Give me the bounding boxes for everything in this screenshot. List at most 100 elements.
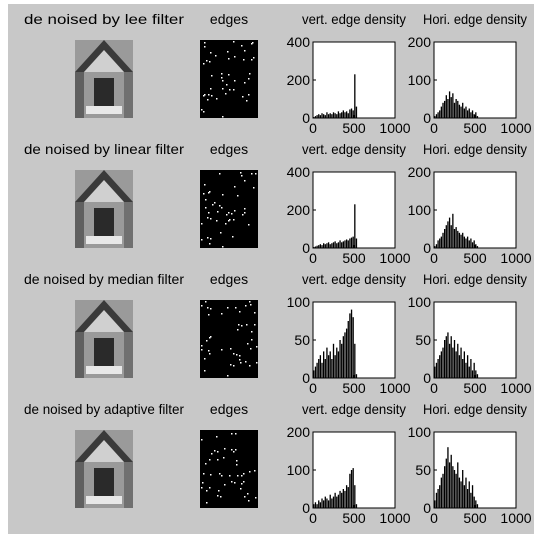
bar (444, 340, 445, 378)
edge-pixel (205, 301, 207, 303)
bar (326, 348, 327, 378)
bar (436, 114, 437, 118)
edge-pixel (207, 237, 209, 239)
edge-pixel (209, 459, 211, 461)
edge-pixel (240, 362, 242, 364)
edge-pixel (256, 346, 258, 348)
x-tick-label: 0 (309, 250, 317, 266)
bar (351, 470, 352, 508)
edges-title: edges (210, 271, 248, 287)
bar (454, 470, 455, 508)
image-tree-right (124, 462, 133, 508)
edge-pixel (228, 212, 230, 214)
bar (321, 113, 322, 118)
y-tick-label: 100 (287, 294, 311, 310)
bar (436, 493, 437, 508)
edge-pixel (201, 239, 203, 241)
edge-pixel (248, 224, 250, 226)
bar (336, 114, 337, 118)
bar (441, 107, 442, 118)
bar (441, 351, 442, 378)
bar (336, 243, 337, 248)
y-tick-label: 100 (287, 462, 311, 478)
bar (452, 93, 453, 118)
edge-pixel (210, 474, 212, 476)
edge-pixel (205, 199, 207, 201)
bar (321, 363, 322, 378)
bar (346, 329, 347, 378)
bar (447, 332, 448, 378)
bar (349, 313, 350, 378)
edge-pixel (243, 473, 245, 475)
edge-pixel (234, 210, 236, 212)
edge-pixel (217, 451, 219, 453)
bar (442, 233, 443, 248)
edge-pixel (231, 213, 233, 215)
bar (333, 497, 334, 508)
edge-pixel (211, 453, 213, 455)
edge-pixel (202, 482, 204, 484)
bar (452, 466, 453, 508)
bar (356, 504, 357, 508)
bar (323, 351, 324, 378)
bar (315, 502, 316, 508)
edge-pixel (241, 483, 243, 485)
x-tick-label: 1000 (500, 120, 531, 136)
x-tick-label: 0 (309, 380, 317, 396)
chart-title: Hori. edge density (423, 141, 527, 157)
bar (441, 237, 442, 248)
bar (449, 462, 450, 508)
edge-pixel (206, 60, 208, 62)
edge-pixel (222, 194, 224, 196)
edge-pixel (201, 345, 203, 347)
bar (331, 114, 332, 118)
image-tree-left (75, 462, 84, 508)
figure: de noised by lee filteredgesde noised by… (0, 0, 538, 540)
bar (437, 112, 438, 118)
bar (464, 109, 465, 119)
edge-pixel (221, 313, 223, 315)
edge-pixel (206, 340, 208, 342)
edge-pixel (208, 212, 210, 214)
bar (447, 447, 448, 508)
edge-pixel (211, 75, 213, 77)
bar (465, 107, 466, 118)
y-tick-label: 100 (408, 72, 432, 88)
y-tick-label: 50 (294, 332, 310, 348)
edge-pixel (216, 436, 218, 438)
edge-pixel (210, 218, 212, 220)
edge-pixel (219, 473, 221, 475)
edge-pixel (231, 433, 233, 435)
edge-pixel (236, 354, 238, 356)
edge-pixel (201, 109, 203, 111)
edge-pixel (241, 45, 243, 47)
bar (457, 231, 458, 248)
edge-pixel (208, 94, 210, 96)
edge-pixel (220, 496, 222, 498)
chart-title: Hori. edge density (423, 401, 527, 417)
edge-pixel (233, 451, 235, 453)
edge-pixel (222, 246, 224, 248)
bar (316, 363, 317, 378)
bar (315, 367, 316, 378)
edge-pixel (204, 358, 206, 360)
edge-pixel (206, 490, 208, 492)
bar (346, 111, 347, 118)
edge-pixel (205, 463, 207, 465)
image-door (94, 338, 114, 366)
edge-pixel (214, 202, 216, 204)
bar (467, 237, 468, 248)
edge-pixel (249, 471, 251, 473)
edge-pixel (250, 348, 252, 350)
edges-image (200, 170, 258, 248)
bar (341, 112, 342, 118)
edge-pixel (204, 94, 206, 96)
edge-pixel (204, 184, 206, 186)
bar (341, 493, 342, 508)
bar (444, 101, 445, 118)
x-tick-label: 1000 (500, 380, 531, 396)
edge-pixel (204, 370, 206, 372)
edge-pixel (245, 305, 247, 307)
bar (354, 485, 355, 508)
bar (316, 504, 317, 508)
